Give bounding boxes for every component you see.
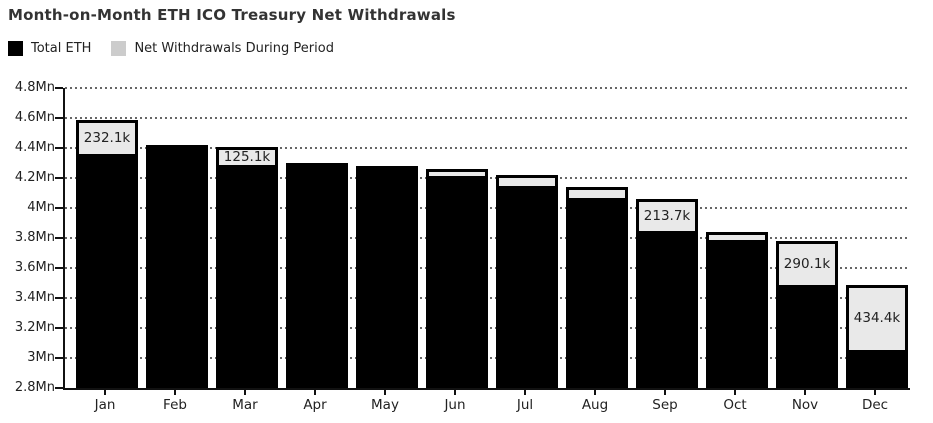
legend-item-total-eth[interactable]: Total ETH: [8, 41, 91, 56]
y-axis-label: 4.8Mn: [14, 80, 55, 95]
bar-jun[interactable]: [426, 169, 488, 388]
bar-apr[interactable]: [286, 163, 348, 388]
bar-oct[interactable]: [706, 232, 768, 388]
withdrawal-segment-nov[interactable]: 290.1k: [779, 244, 835, 285]
y-axis-label: 4.4Mn: [14, 140, 55, 155]
withdrawal-segment-oct[interactable]: [709, 235, 765, 240]
bar-dec[interactable]: 434.4k: [846, 284, 908, 388]
y-axis-tick: [55, 357, 63, 359]
withdrawal-segment-sep[interactable]: 213.7k: [639, 202, 695, 232]
y-axis-tick: [55, 327, 63, 329]
withdrawal-segment-jun[interactable]: [429, 172, 485, 176]
y-axis-tick: [55, 207, 63, 209]
y-axis-tick: [55, 147, 63, 149]
chart-title: Month-on-Month ETH ICO Treasury Net With…: [8, 6, 456, 24]
withdrawal-segment-jul[interactable]: [499, 178, 555, 186]
legend: Total ETH Net Withdrawals During Period: [8, 41, 354, 56]
legend-label: Net Withdrawals During Period: [134, 41, 334, 56]
withdrawal-segment-mar[interactable]: 125.1k: [219, 148, 275, 166]
withdrawal-value-label: 125.1k: [223, 148, 271, 165]
bar-may[interactable]: [356, 166, 418, 388]
withdrawal-value-label: 290.1k: [783, 255, 831, 272]
withdrawal-value-label: 434.4k: [853, 309, 901, 326]
y-axis-tick: [55, 387, 63, 389]
y-axis-tick: [55, 117, 63, 119]
x-axis-tick: [734, 390, 736, 395]
y-axis-label: 3.4Mn: [14, 290, 55, 305]
plot-area: 232.1k 125.1k 213.7k 290.1k 434.4k: [63, 87, 910, 390]
y-axis-label: 3.6Mn: [14, 260, 55, 275]
bar-aug[interactable]: [566, 187, 628, 388]
x-axis-label-mar: Mar: [232, 397, 258, 413]
x-axis-label-jan: Jan: [94, 397, 116, 413]
bar-feb[interactable]: [146, 145, 208, 388]
bar-jul[interactable]: [496, 175, 558, 388]
gridline: [65, 117, 910, 119]
withdrawal-segment-jan[interactable]: 232.1k: [79, 122, 135, 155]
withdrawal-segment-dec[interactable]: 434.4k: [849, 287, 905, 350]
x-axis-label-nov: Nov: [791, 397, 819, 413]
y-axis-tick: [55, 237, 63, 239]
x-axis-tick: [244, 390, 246, 395]
bar-mar[interactable]: 125.1k: [216, 146, 278, 388]
y-axis-label: 4.6Mn: [14, 110, 55, 125]
withdrawal-value-label: 213.7k: [643, 207, 691, 224]
bar-nov[interactable]: 290.1k: [776, 241, 838, 388]
x-axis-label-feb: Feb: [163, 397, 187, 413]
y-axis-label: 2.8Mn: [14, 380, 55, 395]
net-withdrawals-swatch-icon: [111, 41, 127, 56]
x-axis-tick: [804, 390, 806, 395]
x-axis-label-aug: Aug: [581, 397, 609, 413]
x-axis-label-sep: Sep: [652, 397, 678, 413]
y-axis-tick: [55, 267, 63, 269]
x-axis-tick: [664, 390, 666, 395]
legend-item-net-withdrawals[interactable]: Net Withdrawals During Period: [111, 41, 334, 56]
y-axis-label: 3.8Mn: [14, 230, 55, 245]
y-axis-tick: [55, 177, 63, 179]
x-axis-tick: [104, 390, 106, 395]
x-axis-label-oct: Oct: [723, 397, 747, 413]
x-axis-tick: [384, 390, 386, 395]
x-axis-label-dec: Dec: [861, 397, 889, 413]
y-axis-label: 4.2Mn: [14, 170, 55, 185]
gridline: [65, 87, 910, 89]
y-axis-label: 4Mn: [27, 200, 55, 215]
x-axis-tick: [874, 390, 876, 395]
gridline: [65, 147, 910, 149]
x-axis-tick: [174, 390, 176, 395]
x-axis-tick: [314, 390, 316, 395]
x-axis-label-jun: Jun: [444, 397, 466, 413]
bar-jan[interactable]: 232.1k: [76, 119, 138, 388]
legend-label: Total ETH: [31, 41, 92, 56]
x-axis-tick: [594, 390, 596, 395]
bar-sep[interactable]: 213.7k: [636, 199, 698, 388]
y-axis-label: 3.2Mn: [14, 320, 55, 335]
x-axis-tick: [454, 390, 456, 395]
y-axis-label: 3Mn: [27, 350, 55, 365]
x-axis-tick: [524, 390, 526, 395]
x-axis-label-apr: Apr: [303, 397, 327, 413]
total-eth-swatch-icon: [8, 41, 23, 56]
withdrawal-value-label: 232.1k: [83, 129, 131, 146]
withdrawal-segment-aug[interactable]: [569, 190, 625, 199]
x-axis-label-may: May: [371, 397, 399, 413]
x-axis-label-jul: Jul: [516, 397, 534, 413]
y-axis-tick: [55, 297, 63, 299]
y-axis-tick: [55, 87, 63, 89]
